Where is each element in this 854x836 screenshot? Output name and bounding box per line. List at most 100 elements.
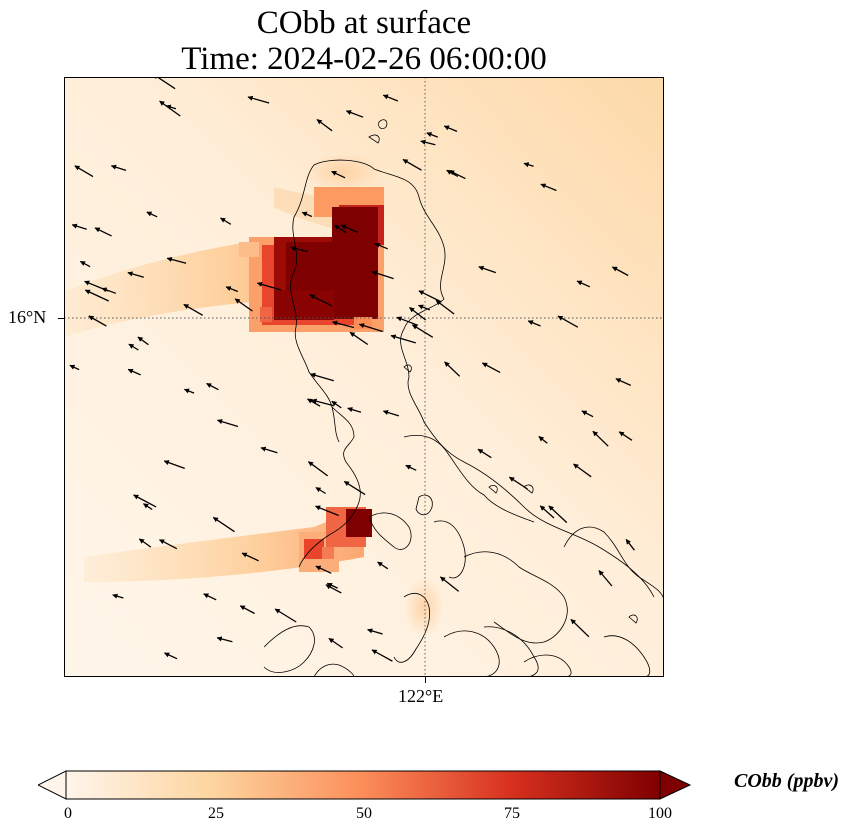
wind-arrow <box>315 486 326 495</box>
chart-title: CObb at surface <box>256 5 472 41</box>
wind-arrow <box>618 431 633 441</box>
wind-arrow <box>371 649 393 662</box>
wind-arrow <box>592 430 609 447</box>
wind-arrow <box>159 539 178 550</box>
wind-arrow <box>183 303 204 316</box>
wind-arrow <box>540 183 557 192</box>
wind-arrow <box>220 217 232 225</box>
wind-arrow <box>420 139 436 146</box>
wind-arrow <box>138 538 152 548</box>
gridlines <box>64 77 664 677</box>
wind-arrow <box>112 593 124 599</box>
wind-arrow <box>153 77 176 90</box>
hotspot-south <box>299 507 372 572</box>
wind-arrow <box>349 331 369 346</box>
wind-arrow <box>71 223 87 230</box>
wind-arrow <box>598 570 613 587</box>
wind-arrow <box>74 165 94 178</box>
plume-south <box>84 507 364 582</box>
wind-arrow <box>260 446 278 454</box>
wind-arrow <box>333 224 347 234</box>
wind-arrow <box>435 299 455 315</box>
wind-arrow <box>146 211 158 218</box>
wind-arrow <box>328 637 343 649</box>
wind-arrow <box>409 306 427 321</box>
wind-arrow <box>203 593 217 601</box>
colorbar <box>38 770 692 800</box>
wind-arrow <box>84 289 109 302</box>
wind-arrow <box>331 170 346 179</box>
wind-arrow <box>439 576 460 592</box>
wind-arrow <box>206 382 219 391</box>
wind-arrow <box>307 461 329 477</box>
wind-arrow <box>241 552 259 562</box>
wind-arrow <box>127 368 141 376</box>
wind-arrow <box>548 505 568 524</box>
wind-arrow <box>347 407 362 413</box>
lon-tick-label: 122°E <box>398 686 444 706</box>
wind-arrow <box>217 419 239 428</box>
wind-arrow <box>239 605 255 615</box>
wind-arrow <box>343 480 366 496</box>
wind-arrow <box>340 224 359 233</box>
colorbar-extend-max <box>659 770 692 800</box>
wind-arrow <box>382 94 399 102</box>
colorbar-extend-min <box>38 770 67 800</box>
wind-arrow <box>539 505 555 519</box>
wind-arrow <box>576 280 591 288</box>
wind-arrow <box>331 400 342 409</box>
wind-arrow <box>137 336 149 346</box>
wind-arrow <box>88 315 107 327</box>
wind-arrow <box>527 320 541 327</box>
wind-arrow <box>418 304 431 311</box>
colorbar-tick-75: 75 <box>504 805 520 822</box>
wind-arrow <box>234 298 253 312</box>
wind-arrow <box>301 211 313 218</box>
wind-arrow <box>402 158 422 171</box>
lon-tick-mark <box>425 677 426 683</box>
wind-arrow <box>110 164 127 172</box>
wind-arrow <box>581 410 594 418</box>
wind-arrow <box>390 334 416 344</box>
chart-subtitle-time: Time: 2024-02-26 06:00:00 <box>181 41 547 77</box>
wind-arrow <box>225 286 239 293</box>
wind-arrow <box>481 362 501 373</box>
wind-arrow <box>94 227 112 237</box>
wind-arrow <box>426 132 439 138</box>
wind-arrow <box>443 125 458 132</box>
coastlines <box>263 119 664 677</box>
wind-arrow <box>290 246 308 253</box>
wind-arrow <box>570 618 590 638</box>
wind-arrow <box>396 316 419 326</box>
colorbar-tick-50: 50 <box>356 805 372 822</box>
wind-arrow <box>326 582 338 589</box>
wind-arrow <box>418 290 442 303</box>
wind-arrow <box>256 281 282 291</box>
wind-arrow <box>133 494 157 508</box>
wind-arrow <box>316 118 333 132</box>
wind-arrow <box>446 169 459 177</box>
map-panel <box>64 77 664 677</box>
wind-arrow <box>212 516 235 533</box>
wind-arrow <box>615 378 631 386</box>
wind-arrow <box>79 260 91 268</box>
wind-arrow <box>557 315 579 328</box>
wind-vectors <box>69 77 635 662</box>
wind-arrow <box>310 372 334 382</box>
wind-arrow <box>311 398 334 407</box>
wind-arrow <box>165 104 177 110</box>
wind-arrow <box>128 343 139 351</box>
colorbar-tick-25: 25 <box>208 805 224 822</box>
lat-tick-mark <box>58 318 64 319</box>
colorbar-label: CObb (ppbv) <box>734 770 839 792</box>
wind-arrow <box>345 110 364 118</box>
colorbar-tick-100: 100 <box>648 805 672 822</box>
wind-arrow <box>538 435 548 444</box>
wind-arrow <box>611 266 629 277</box>
wind-arrow <box>523 162 534 168</box>
wind-arrow <box>164 652 178 660</box>
wind-arrow <box>625 538 635 551</box>
wind-arrow <box>183 388 195 394</box>
wind-arrow <box>84 280 109 292</box>
wind-arrow <box>163 460 185 470</box>
